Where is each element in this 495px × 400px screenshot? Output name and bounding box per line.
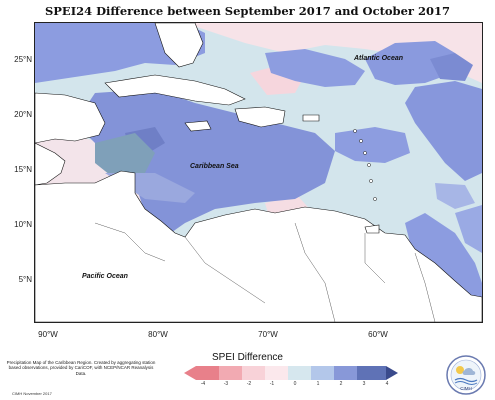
legend-tick: -2 [246,381,252,387]
legend-swatch [184,366,196,380]
legend-tick: 0 [293,381,297,387]
legend-tick: 1 [316,381,320,387]
land-cuba [104,74,246,106]
positive-area [365,41,455,85]
island [359,139,363,143]
legend-swatch [288,366,311,380]
land-central-south-america [35,170,482,322]
legend-tick: 3 [362,381,366,387]
map-canvas [34,22,483,323]
positive-area [435,183,475,209]
credits-text: Precipitation Map of the Caribbean Regio… [6,360,156,376]
atlantic-ocean-label: Atlantic Ocean [354,55,404,62]
island [369,179,373,183]
positive-area [430,53,473,81]
legend-swatch [311,366,334,380]
positive-area [335,127,410,163]
legend-swatch [334,366,357,380]
lon-label-70w: 70°W [258,330,278,339]
land-hispaniola [234,106,286,128]
land-florida [154,23,204,68]
legend-swatch [219,366,242,380]
legend-swatch [242,366,265,380]
lat-label-15n: 15°N [14,165,32,174]
map-svg [35,23,482,322]
legend-swatch [196,366,219,380]
lat-label-5n: 5°N [18,275,32,284]
legend-tick: -3 [223,381,229,387]
cimh-logo: CIMH [446,355,486,395]
positive-area [405,81,482,181]
map-title: SPEI24 Difference between September 2017… [44,4,450,18]
legend-tick: 2 [339,381,343,387]
legend-colorbar [184,366,398,380]
positive-area [265,49,365,87]
land-puerto-rico [302,114,320,122]
island [353,129,357,133]
lat-label-25n: 25°N [14,55,32,64]
island [367,163,371,167]
lat-label-10n: 10°N [14,220,32,229]
island [363,151,367,155]
country-borders [94,222,436,322]
legend-tick: -1 [269,381,275,387]
logo-label: CIMH [460,386,472,391]
lon-label-60w: 60°W [368,330,388,339]
positive-area [95,133,155,179]
legend-title: SPEI Difference [212,352,283,363]
negative-area [185,23,482,83]
legend-swatch [265,366,288,380]
legend-tick: 4 [385,381,389,387]
pacific-ocean-label: Pacific Ocean [82,273,128,280]
positive-area [75,89,335,237]
caribbean-sea-label: Caribbean Sea [190,163,239,170]
land-yucatan [35,142,66,186]
land-trinidad [364,224,380,234]
lat-label-20n: 20°N [14,110,32,119]
island [373,197,377,201]
land-mexico [35,92,106,144]
legend-swatch [357,366,386,380]
lon-label-80w: 80°W [148,330,168,339]
legend-tick: -4 [200,381,206,387]
positive-area [455,205,482,253]
land-jamaica [184,120,212,132]
credits-date: CIMH November 2017 [12,391,52,396]
legend-swatch [386,366,398,380]
lon-label-90w: 90°W [38,330,58,339]
